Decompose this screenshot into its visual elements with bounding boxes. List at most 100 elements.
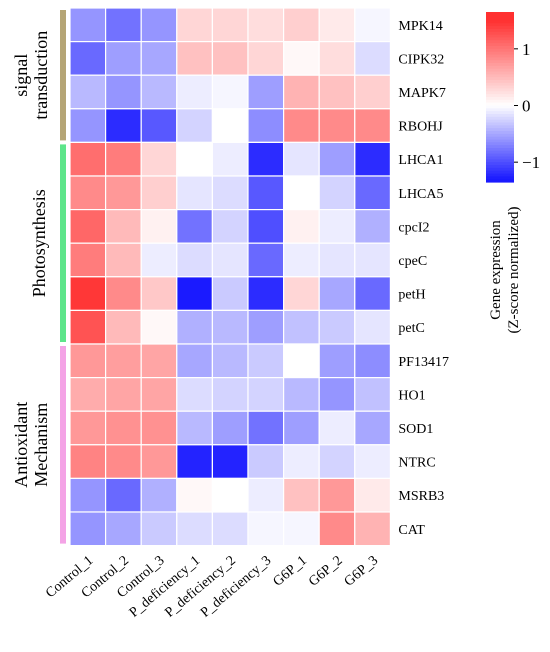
heatmap-cell bbox=[69, 242, 107, 278]
colorbar-segment bbox=[486, 65, 514, 70]
heatmap-cell bbox=[140, 343, 178, 379]
colorbar-segment bbox=[486, 170, 514, 175]
colorbar-segment bbox=[486, 80, 514, 84]
colorbar-segment bbox=[486, 91, 514, 95]
heatmap-cell bbox=[283, 7, 320, 43]
heatmap-cell bbox=[140, 276, 178, 311]
colorbar-segment bbox=[486, 48, 514, 53]
heatmap-cell bbox=[176, 343, 214, 379]
column-label: G6P_1 bbox=[271, 553, 310, 589]
heatmap-cell bbox=[247, 377, 285, 412]
heatmap-cell bbox=[283, 40, 320, 76]
heatmap-cell bbox=[104, 377, 142, 412]
heatmap-cell bbox=[283, 343, 320, 379]
colorbar-segment bbox=[486, 179, 514, 183]
heatmap-cell bbox=[211, 276, 249, 311]
colorbar-segment bbox=[486, 105, 514, 109]
colorbar-segment bbox=[486, 102, 514, 107]
heatmap-cell bbox=[247, 175, 285, 211]
colorbar-segment bbox=[486, 88, 514, 92]
heatmap-cell bbox=[354, 175, 391, 211]
group-labels: signaltransduction Photosynthesis Antioxid… bbox=[11, 31, 51, 488]
colorbar-segment bbox=[486, 114, 514, 118]
heatmap-cell bbox=[211, 410, 249, 446]
heatmap-cell bbox=[354, 108, 391, 144]
colorbar-segment bbox=[486, 26, 514, 30]
colorbar-segment bbox=[486, 43, 514, 47]
heatmap-cell bbox=[354, 141, 391, 177]
heatmap-cell bbox=[176, 477, 214, 513]
heatmap-cell bbox=[104, 40, 142, 76]
colorbar-segment bbox=[486, 99, 514, 104]
heatmap-cell bbox=[318, 477, 356, 513]
heatmap-cell bbox=[211, 74, 249, 110]
colorbar-segment bbox=[486, 156, 514, 160]
row-label: PF13417 bbox=[398, 355, 449, 370]
heatmap-cell bbox=[211, 40, 249, 76]
heatmap-cell bbox=[247, 242, 285, 278]
colorbar-segment bbox=[486, 153, 514, 158]
heatmap-cell bbox=[176, 74, 214, 110]
heatmap-cell bbox=[354, 7, 391, 43]
heatmap-cell bbox=[140, 377, 178, 412]
column-label: G6P_2 bbox=[306, 553, 345, 589]
heatmap-cell bbox=[318, 141, 356, 177]
heatmap-cell bbox=[69, 40, 107, 76]
heatmap-cell bbox=[140, 74, 178, 110]
heatmap-cell bbox=[283, 209, 320, 244]
colorbar-segment bbox=[486, 133, 514, 138]
heatmap-cell bbox=[318, 209, 356, 244]
heatmap-cell bbox=[69, 511, 107, 547]
heatmap-cell bbox=[247, 108, 285, 144]
colorbar-segment bbox=[486, 125, 514, 129]
heatmap-cell bbox=[354, 477, 391, 513]
heatmap-cell bbox=[318, 309, 356, 345]
colorbar-segment bbox=[486, 167, 514, 172]
heatmap-cell bbox=[176, 242, 214, 278]
group-label: AntioxidantMechanism bbox=[11, 402, 51, 488]
heatmap-cell bbox=[283, 410, 320, 446]
heatmap-cell bbox=[354, 242, 391, 278]
heatmap-cell bbox=[318, 343, 356, 379]
heatmap-cell bbox=[104, 242, 142, 278]
heatmap-cell bbox=[69, 108, 107, 144]
colorbar-tick-label: −1 bbox=[522, 153, 540, 172]
heatmap-cell bbox=[140, 40, 178, 76]
heatmap-cell bbox=[176, 209, 214, 244]
heatmap-cell bbox=[176, 7, 214, 43]
heatmap-cell bbox=[104, 141, 142, 177]
heatmap-cell bbox=[283, 141, 320, 177]
heatmap-cell bbox=[283, 108, 320, 144]
group-label: signaltransduction bbox=[11, 31, 51, 120]
colorbar-segment bbox=[486, 54, 514, 58]
heatmap-cell bbox=[318, 108, 356, 144]
heatmap-cell bbox=[283, 74, 320, 110]
column-label: G6P_3 bbox=[342, 553, 381, 589]
row-label: petC bbox=[398, 321, 424, 336]
heatmap-cell bbox=[104, 343, 142, 379]
colorbar-segment bbox=[486, 165, 514, 169]
heatmap-cell bbox=[354, 377, 391, 412]
colorbar-segment bbox=[486, 20, 514, 24]
colorbar-segment bbox=[486, 94, 514, 98]
group-label: Photosynthesis bbox=[29, 189, 49, 297]
colorbar-segment bbox=[486, 148, 514, 152]
heatmap-cell bbox=[247, 410, 285, 446]
heatmap-cell bbox=[211, 242, 249, 278]
colorbar-segment bbox=[486, 173, 514, 177]
row-label: MPK14 bbox=[398, 19, 442, 34]
heatmap-cell bbox=[69, 7, 107, 43]
colorbar-segment bbox=[486, 150, 514, 155]
colorbar-segment bbox=[486, 17, 514, 22]
column-labels: Control_1Control_2Control_3P_deficiency_… bbox=[43, 553, 381, 620]
heatmap-cell bbox=[140, 242, 178, 278]
colorbar: 1 0 −1 Gene expression (Z-score normalized) bbox=[486, 12, 540, 334]
heatmap-cell bbox=[104, 74, 142, 110]
heatmap-cell bbox=[176, 377, 214, 412]
heatmap-cell bbox=[104, 175, 142, 211]
heatmap-cell bbox=[318, 7, 356, 43]
group-bar bbox=[60, 346, 66, 544]
colorbar-segment bbox=[486, 71, 514, 75]
heatmap-cell bbox=[176, 511, 214, 547]
colorbar-segment bbox=[486, 57, 514, 61]
